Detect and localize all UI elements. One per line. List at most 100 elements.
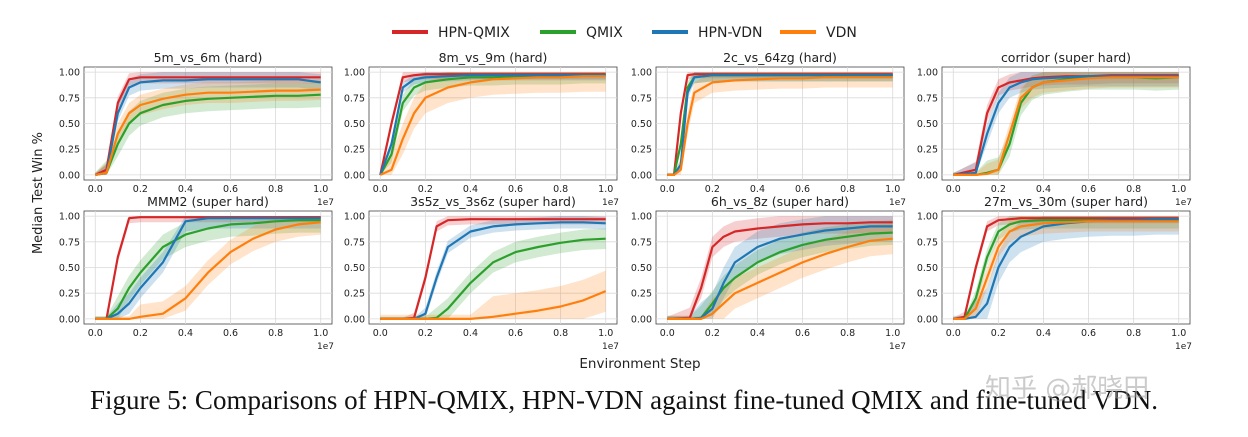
y-tick-label: 0.00: [917, 170, 938, 181]
x-tick-label: 0.4: [1036, 328, 1051, 339]
y-tick-label: 0.50: [631, 119, 652, 130]
y-tick-label: 0.00: [344, 170, 365, 181]
x-tick-label: 0.0: [946, 328, 961, 339]
y-tick-label: 0.25: [59, 145, 80, 156]
line-hpn-qmix: [667, 221, 893, 320]
legend-label: HPN-QMIX: [438, 25, 510, 41]
band-vdn: [95, 216, 321, 319]
line-hpn-vdn: [95, 78, 321, 176]
x-tick-label: 1.0: [313, 184, 328, 195]
band-vdn: [380, 270, 606, 319]
y-tick-label: 0.50: [59, 263, 80, 274]
x-tick-label: 0.4: [750, 328, 765, 339]
series-group: [667, 216, 893, 320]
x-tick-label: 0.6: [223, 328, 238, 339]
subplot-8: 0.00 0.25 0.50 0.75 1.00 0.0 0.2 0.4 0.6 0.8 1.0 1e…: [917, 194, 1192, 352]
y-tick-label: 0.50: [917, 263, 938, 274]
y-tick-label: 0.25: [59, 289, 80, 300]
x-tick-label: 0.0: [946, 184, 961, 195]
x-tick-label: 0.8: [840, 184, 855, 195]
x-tick-label: 0.8: [553, 184, 568, 195]
subplot-7: 0.00 0.25 0.50 0.75 1.00 0.0 0.2 0.4 0.6 0.8 1.0 1e…: [631, 194, 906, 352]
line-hpn-qmix: [94, 76, 321, 176]
subplot-6: 0.00 0.25 0.50 0.75 1.00 0.0 0.2 0.4 0.6 0.8 1.0 1e…: [344, 194, 619, 352]
y-tick-label: 1.00: [59, 212, 80, 223]
y-tick-label: 0.00: [631, 314, 652, 325]
x-tick-label: 1.0: [885, 184, 900, 195]
y-tick-label: 0.25: [631, 145, 652, 156]
x-tick-label: 0.6: [1081, 184, 1096, 195]
y-tick-label: 0.75: [631, 237, 652, 248]
band-hpn-vdn: [667, 216, 893, 319]
x-tick-label: 0.0: [660, 328, 675, 339]
y-tick-label: 1.00: [917, 212, 938, 223]
x-tick-label: 1.0: [598, 184, 613, 195]
x-axis-label: Environment Step: [579, 356, 700, 372]
x-multiplier-label: 1e7: [889, 198, 906, 208]
x-tick-label: 1.0: [598, 328, 613, 339]
y-tick-label: 0.25: [631, 289, 652, 300]
line-vdn: [380, 290, 607, 320]
subplot-title: 2c_vs_64zg (hard): [723, 50, 837, 65]
x-tick-label: 1.0: [1171, 184, 1186, 195]
x-tick-label: 0.8: [1126, 328, 1141, 339]
series-group: [94, 72, 321, 176]
line-qmix: [95, 219, 321, 320]
legend-entry-hpn-vdn: HPN-VDN: [652, 25, 763, 41]
line-vdn: [95, 88, 321, 176]
legend-entry-qmix: QMIX: [540, 25, 623, 41]
y-tick-label: 1.00: [59, 68, 80, 79]
band-hpn-vdn: [380, 216, 606, 319]
x-tick-label: 0.4: [463, 328, 478, 339]
x-tick-label: 0.2: [991, 184, 1006, 195]
x-tick-label: 0.2: [418, 184, 433, 195]
y-tick-label: 0.50: [344, 263, 365, 274]
y-tick-label: 0.00: [344, 314, 365, 325]
x-tick-label: 1.0: [885, 328, 900, 339]
y-tick-label: 0.25: [344, 289, 365, 300]
y-tick-label: 0.00: [59, 170, 80, 181]
band-vdn: [95, 79, 321, 175]
y-tick-label: 0.25: [917, 145, 938, 156]
y-tick-label: 0.75: [917, 237, 938, 248]
x-tick-label: 1.0: [313, 328, 328, 339]
x-multiplier-label: 1e7: [317, 342, 334, 352]
figure-caption: Figure 5: Comparisons of HPN-QMIX, HPN-V…: [89, 385, 1159, 415]
x-tick-label: 0.4: [1036, 184, 1051, 195]
x-tick-label: 0.2: [133, 184, 148, 195]
subplot-4: 0.00 0.25 0.50 0.75 1.00 0.0 0.2 0.4 0.6 0.8 1.0 1e…: [917, 50, 1192, 208]
y-tick-label: 1.00: [344, 212, 365, 223]
x-tick-label: 0.2: [133, 328, 148, 339]
line-vdn: [379, 75, 606, 176]
x-tick-label: 0.2: [991, 328, 1006, 339]
subplot-3: 0.00 0.25 0.50 0.75 1.00 0.0 0.2 0.4 0.6 0.8 1.0 1e…: [631, 50, 906, 208]
line-hpn-vdn: [953, 75, 1179, 176]
x-tick-label: 0.8: [553, 328, 568, 339]
line-hpn-vdn: [95, 217, 321, 320]
x-multiplier-label: 1e7: [1175, 342, 1192, 352]
band-qmix: [667, 220, 893, 319]
y-tick-label: 0.75: [59, 237, 80, 248]
x-multiplier-label: 1e7: [602, 198, 619, 208]
x-multiplier-label: 1e7: [1175, 198, 1192, 208]
y-tick-label: 0.00: [631, 170, 652, 181]
band-qmix: [380, 72, 606, 175]
y-tick-label: 0.50: [917, 119, 938, 130]
legend-label: QMIX: [586, 25, 623, 41]
subplot-2: 0.00 0.25 0.50 0.75 1.00 0.0 0.2 0.4 0.6 0.8 1.0 1e…: [344, 50, 619, 208]
series-group: [953, 72, 1179, 176]
band-hpn-vdn: [380, 72, 606, 175]
band-vdn: [667, 72, 893, 175]
line-vdn: [953, 220, 1179, 320]
y-tick-label: 0.75: [344, 93, 365, 104]
subplot-title: corridor (super hard): [1001, 50, 1131, 65]
y-tick-label: 0.25: [917, 289, 938, 300]
x-tick-label: 0.6: [508, 184, 523, 195]
series-group: [95, 216, 321, 320]
x-tick-label: 0.0: [373, 184, 388, 195]
y-tick-label: 1.00: [917, 68, 938, 79]
x-tick-label: 0.2: [418, 328, 433, 339]
band-vdn: [380, 72, 606, 175]
x-multiplier-label: 1e7: [602, 342, 619, 352]
y-axis-label: Median Test Win %: [31, 132, 46, 254]
